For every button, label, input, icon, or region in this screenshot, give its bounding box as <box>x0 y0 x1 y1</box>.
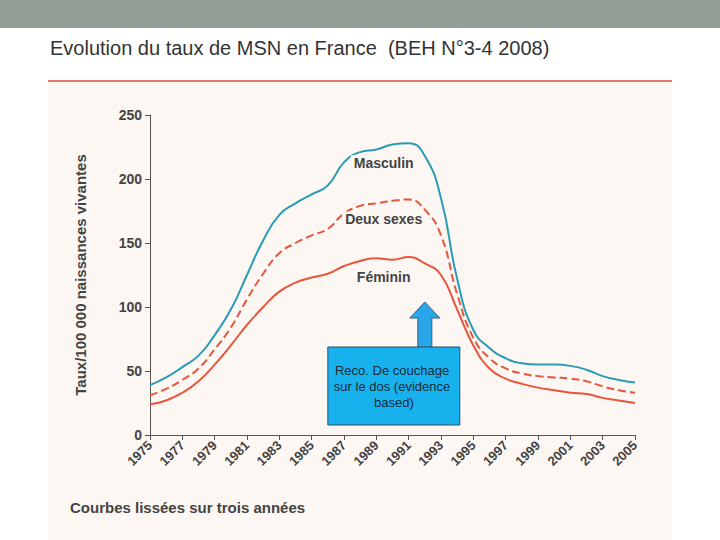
svg-text:Reco. De couchage: Reco. De couchage <box>335 363 453 378</box>
svg-text:1997: 1997 <box>480 438 511 469</box>
svg-text:based): based) <box>374 395 414 410</box>
svg-text:200: 200 <box>119 171 143 187</box>
svg-text:50: 50 <box>126 363 142 379</box>
svg-text:Féminin: Féminin <box>357 269 411 285</box>
svg-text:250: 250 <box>119 107 143 123</box>
svg-text:1981: 1981 <box>221 438 252 469</box>
svg-text:Deux sexes: Deux sexes <box>345 211 422 227</box>
svg-text:2005: 2005 <box>609 438 640 469</box>
svg-text:1979: 1979 <box>189 438 220 469</box>
svg-text:1999: 1999 <box>512 438 543 469</box>
svg-text:1983: 1983 <box>254 438 285 469</box>
svg-text:150: 150 <box>119 235 143 251</box>
svg-text:0: 0 <box>134 427 142 443</box>
svg-text:Evolution du taux de MSN en Fr: Evolution du taux de MSN en France (BEH … <box>50 37 549 59</box>
svg-text:Taux/100 000 naissances vivant: Taux/100 000 naissances vivantes <box>72 154 89 396</box>
svg-text:2001: 2001 <box>545 438 576 469</box>
svg-text:sur le dos (evidence: sur le dos (evidence <box>334 379 454 394</box>
svg-text:1993: 1993 <box>415 438 446 469</box>
svg-text:100: 100 <box>119 299 143 315</box>
svg-text:Courbes lissées sur trois anné: Courbes lissées sur trois années <box>70 499 305 516</box>
svg-text:1995: 1995 <box>448 438 479 469</box>
svg-text:1989: 1989 <box>351 438 382 469</box>
svg-text:1987: 1987 <box>318 438 349 469</box>
svg-text:Masculin: Masculin <box>354 155 414 171</box>
svg-text:1985: 1985 <box>286 438 317 469</box>
svg-text:1975: 1975 <box>124 438 155 469</box>
svg-text:1977: 1977 <box>157 438 188 469</box>
svg-text:1991: 1991 <box>383 438 414 469</box>
svg-text:2003: 2003 <box>577 438 608 469</box>
